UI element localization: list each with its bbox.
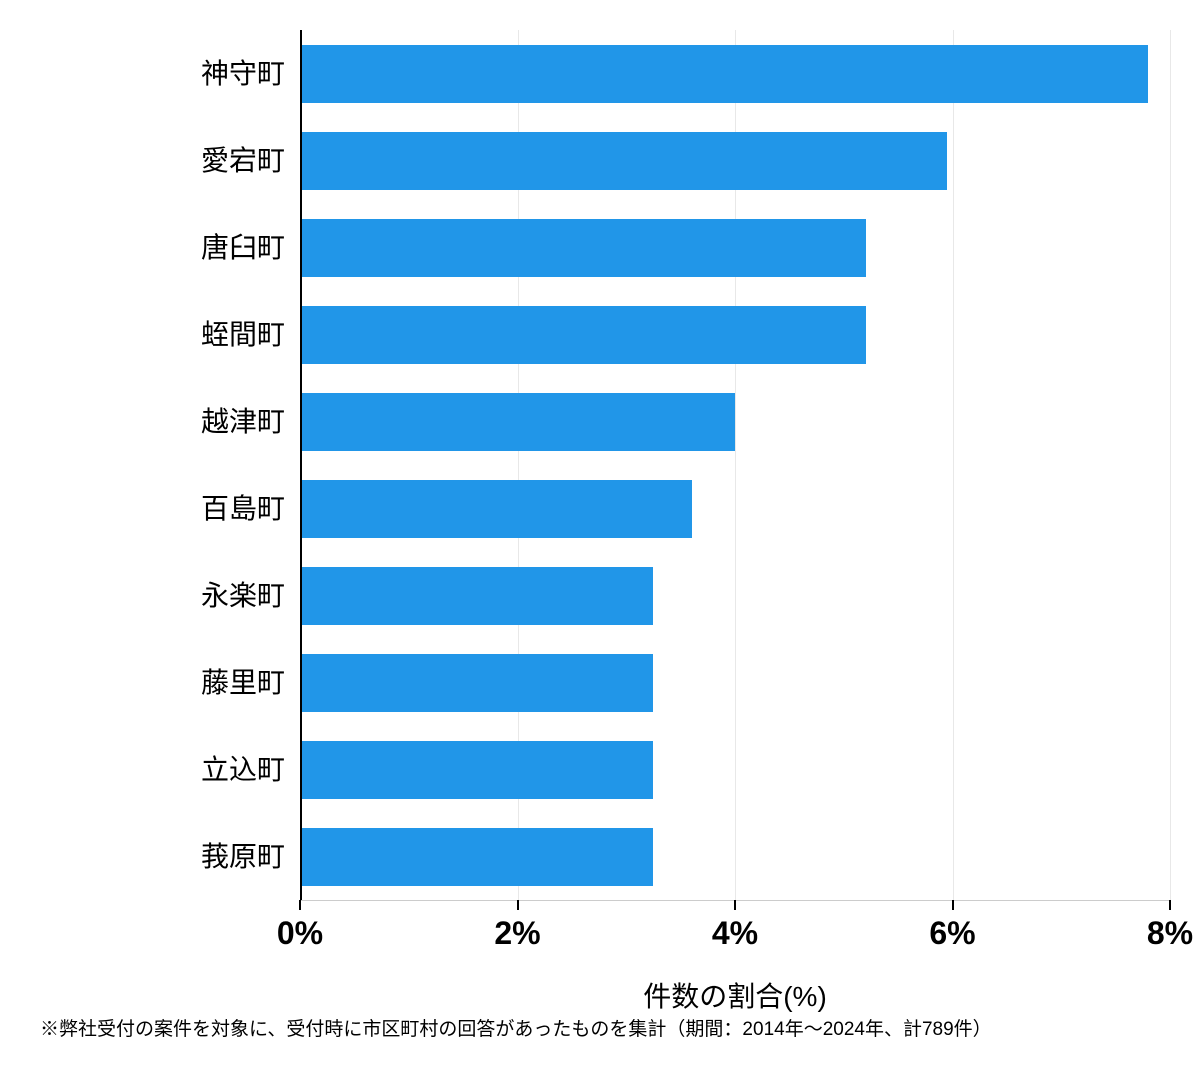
bar-row — [300, 45, 1148, 103]
y-category-label: 百島町 — [35, 480, 285, 538]
y-category-label: 立込町 — [35, 741, 285, 799]
bar-row — [300, 219, 866, 277]
gridline — [1170, 30, 1171, 900]
y-category-label: 藤里町 — [35, 654, 285, 712]
x-tick-label: 8% — [1147, 915, 1193, 952]
x-tick-label: 2% — [494, 915, 540, 952]
x-tick-mark — [517, 900, 519, 910]
bar — [300, 480, 692, 538]
bar-row — [300, 654, 653, 712]
bar-row — [300, 132, 947, 190]
y-category-label: 越津町 — [35, 393, 285, 451]
bar — [300, 219, 866, 277]
y-category-label: 永楽町 — [35, 567, 285, 625]
bar — [300, 741, 653, 799]
footnote-text: ※弊社受付の案件を対象に、受付時に市区町村の回答があったものを集計（期間：201… — [40, 1014, 992, 1041]
bar — [300, 45, 1148, 103]
chart-container: 神守町愛宕町唐臼町蛭間町越津町百島町永楽町藤里町立込町莪原町 0%2%4%6%8… — [40, 30, 1170, 930]
x-tick-label: 0% — [277, 915, 323, 952]
bar-row — [300, 393, 735, 451]
bar-row — [300, 306, 866, 364]
x-tick-mark — [1169, 900, 1171, 910]
bar-row — [300, 480, 692, 538]
x-tick-label: 6% — [929, 915, 975, 952]
y-category-label: 蛭間町 — [35, 306, 285, 364]
bar — [300, 132, 947, 190]
bar-row — [300, 828, 653, 886]
x-tick-mark — [299, 900, 301, 910]
y-axis-line — [300, 30, 302, 900]
bar — [300, 567, 653, 625]
x-tick-label: 4% — [712, 915, 758, 952]
y-category-label: 莪原町 — [35, 828, 285, 886]
bar — [300, 828, 653, 886]
gridline — [953, 30, 954, 900]
y-category-label: 愛宕町 — [35, 132, 285, 190]
x-axis-title: 件数の割合(%) — [300, 975, 1170, 1015]
x-tick-mark — [734, 900, 736, 910]
y-category-label: 神守町 — [35, 45, 285, 103]
bar-row — [300, 567, 653, 625]
bar-row — [300, 741, 653, 799]
y-category-label: 唐臼町 — [35, 219, 285, 277]
x-tick-mark — [952, 900, 954, 910]
bar — [300, 393, 735, 451]
bar — [300, 654, 653, 712]
bar — [300, 306, 866, 364]
